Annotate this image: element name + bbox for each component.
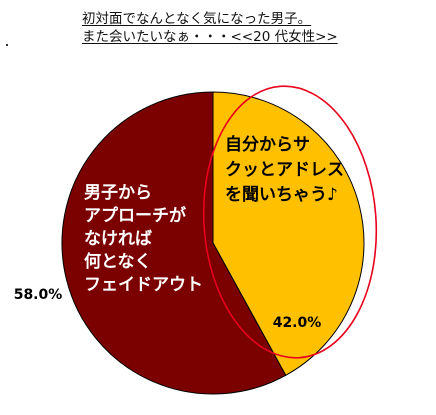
slice-2-label-line-4: 何となく — [84, 251, 152, 272]
chart-title-line-1: 初対面でなんとなく気になった男子。 — [82, 11, 312, 27]
slice-1-label-line-3: を聞いちゃう♪ — [225, 185, 338, 205]
pie-slice-2 — [61, 91, 287, 395]
slice-1-value-label: 42.0% — [273, 315, 322, 331]
chart-title: 初対面でなんとなく気になった男子。 また会いたいなぁ・・・<<20 代女性>> — [82, 10, 338, 46]
slice-2-label-line-1: 男子から — [84, 183, 152, 203]
pie-slices — [61, 91, 365, 395]
slice-2-value-label: 58.0% — [14, 287, 63, 303]
slice-2-label-line-5: フェイドアウト — [84, 275, 203, 295]
slice-1-label-line-2: クッとアドレス — [225, 160, 344, 180]
slice-2-label-line-3: なければ — [84, 229, 152, 249]
chart-title-line-2: また会いたいなぁ・・・<<20 代女性>> — [82, 29, 338, 45]
slice-1-label-line-1: 自分からサ — [225, 134, 310, 155]
pie-slice-1 — [212, 91, 365, 376]
highlight-ellipse — [202, 85, 378, 359]
stray-dot — [6, 44, 8, 46]
slice-2-label-line-2: アプローチが — [84, 205, 186, 226]
